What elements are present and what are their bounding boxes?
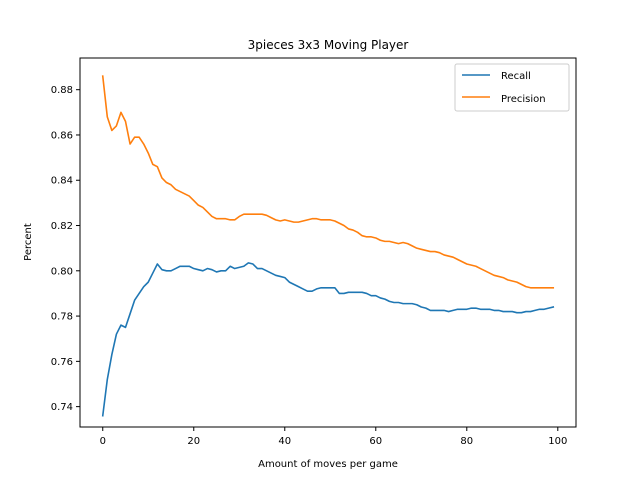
- chart-title: 3pieces 3x3 Moving Player: [248, 38, 409, 52]
- y-tick-label: 0.78: [51, 312, 73, 323]
- legend-label-recall: Recall: [501, 71, 531, 82]
- y-tick-label: 0.84: [51, 176, 73, 187]
- x-axis-label: Amount of moves per game: [258, 459, 398, 470]
- x-tick-label: 60: [369, 436, 382, 447]
- x-tick-label: 80: [460, 436, 473, 447]
- x-axis: 0 20 40 60 80 100: [100, 427, 567, 447]
- y-tick-label: 0.88: [51, 85, 73, 96]
- series-line-recall: [101, 262, 555, 417]
- x-tick-label: 20: [187, 436, 200, 447]
- y-axis: 0.74 0.76 0.78 0.80 0.82 0.84 0.86 0.88: [51, 85, 80, 413]
- series-layer: [101, 75, 555, 417]
- y-tick-label: 0.76: [51, 357, 73, 368]
- legend: Recall Precision: [454, 63, 570, 112]
- y-tick-label: 0.82: [51, 221, 73, 232]
- plot-frame: [79, 57, 577, 428]
- legend-label-precision: Precision: [501, 94, 546, 105]
- y-tick-label: 0.74: [51, 402, 73, 413]
- y-axis-label: Percent: [23, 223, 34, 261]
- y-tick-label: 0.80: [51, 266, 73, 277]
- series-line-precision: [101, 75, 555, 289]
- x-tick-label: 0: [100, 436, 106, 447]
- x-tick-label: 40: [278, 436, 291, 447]
- x-tick-label: 100: [548, 436, 567, 447]
- y-tick-label: 0.86: [51, 130, 73, 141]
